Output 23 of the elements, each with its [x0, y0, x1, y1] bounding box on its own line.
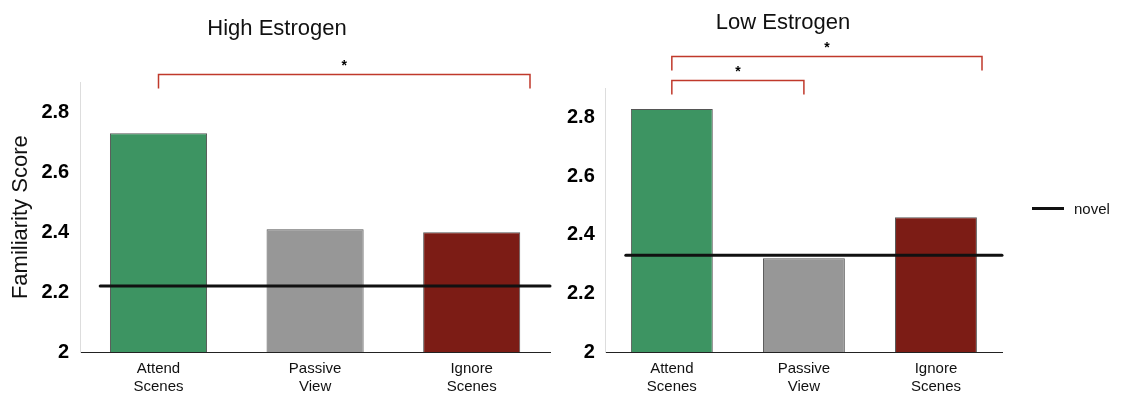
y-tick-label: 2.2: [566, 280, 595, 303]
text: *: [341, 57, 348, 74]
x-tick-label: Passive View: [288, 359, 342, 395]
x-tick-label: Passive View: [777, 359, 831, 395]
y-axis-title: Familiarity Score: [7, 135, 33, 300]
y-tick-label: 2.6: [566, 163, 595, 186]
legend-label: novel: [1074, 200, 1110, 217]
x-tick-label: Ignore Scenes: [910, 359, 961, 395]
text: *: [824, 39, 831, 56]
y-tick-label: 2: [58, 339, 70, 362]
chart-title: Low Estrogen: [715, 9, 851, 35]
y-tick-label: 2.8: [41, 99, 70, 122]
y-tick-label: 2.4: [566, 222, 596, 245]
y-tick-label: 2.6: [41, 159, 70, 182]
y-tick-label: 2: [583, 339, 595, 362]
chart-title: High Estrogen: [207, 15, 347, 41]
x-tick-label: Attend Scenes: [133, 359, 184, 395]
x-tick-label: Ignore Scenes: [446, 359, 497, 395]
y-tick-label: 2.4: [41, 219, 71, 242]
x-tick-label: Attend Scenes: [646, 359, 697, 395]
y-tick-label: 2.2: [41, 279, 70, 302]
text: *: [735, 63, 742, 80]
y-tick-label: 2.8: [566, 105, 595, 128]
